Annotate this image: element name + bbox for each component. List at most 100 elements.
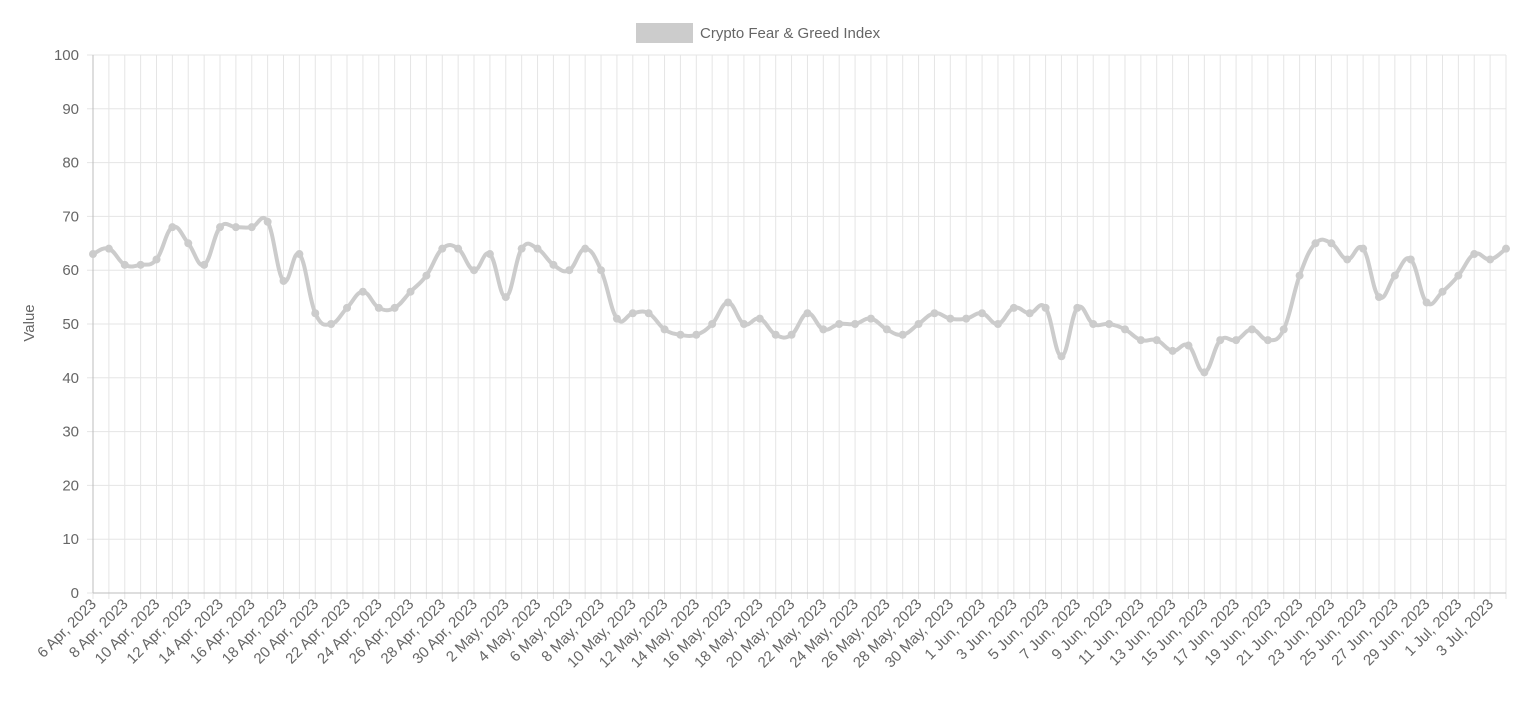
data-point[interactable]: [565, 266, 574, 275]
data-point[interactable]: [930, 309, 939, 318]
data-point[interactable]: [1406, 255, 1415, 264]
data-point[interactable]: [120, 260, 129, 269]
data-point[interactable]: [1136, 336, 1145, 345]
data-point[interactable]: [787, 330, 796, 339]
y-axis-label: Value: [21, 304, 38, 341]
data-point[interactable]: [168, 223, 177, 232]
data-point[interactable]: [1200, 368, 1209, 377]
data-point[interactable]: [1374, 293, 1383, 302]
data-point[interactable]: [374, 303, 383, 312]
data-point[interactable]: [724, 298, 733, 307]
data-point[interactable]: [1422, 298, 1431, 307]
data-point[interactable]: [1216, 336, 1225, 345]
data-point[interactable]: [533, 244, 542, 253]
data-point[interactable]: [1311, 239, 1320, 248]
data-point[interactable]: [676, 330, 685, 339]
data-point[interactable]: [1105, 320, 1114, 328]
data-point[interactable]: [1470, 250, 1479, 259]
data-point[interactable]: [1025, 309, 1034, 318]
data-point[interactable]: [1089, 320, 1098, 328]
data-point[interactable]: [1168, 346, 1177, 355]
data-point[interactable]: [152, 255, 161, 264]
y-tick-label: 90: [62, 101, 79, 118]
data-point[interactable]: [1184, 341, 1193, 350]
data-point[interactable]: [708, 320, 717, 328]
data-point[interactable]: [612, 314, 621, 323]
data-point[interactable]: [1454, 271, 1463, 280]
data-point[interactable]: [882, 325, 891, 334]
data-point[interactable]: [1502, 244, 1510, 253]
data-point[interactable]: [898, 330, 907, 339]
y-tick-label: 80: [62, 155, 79, 172]
data-point[interactable]: [231, 223, 240, 232]
data-point[interactable]: [1279, 325, 1288, 334]
data-point[interactable]: [597, 266, 606, 275]
data-point[interactable]: [343, 303, 352, 312]
y-tick-label: 50: [62, 316, 79, 333]
data-point[interactable]: [1343, 255, 1352, 264]
data-point[interactable]: [470, 266, 479, 275]
data-point[interactable]: [993, 320, 1002, 328]
data-point[interactable]: [978, 309, 987, 318]
data-point[interactable]: [89, 250, 97, 259]
data-point[interactable]: [216, 223, 225, 232]
data-point[interactable]: [771, 330, 780, 339]
data-point[interactable]: [438, 244, 447, 253]
data-point[interactable]: [279, 276, 288, 285]
data-point[interactable]: [819, 325, 828, 334]
data-point[interactable]: [549, 260, 558, 269]
data-point[interactable]: [866, 314, 875, 323]
data-point[interactable]: [422, 271, 431, 280]
data-point[interactable]: [755, 314, 764, 323]
data-point[interactable]: [1438, 287, 1447, 296]
legend-label: Crypto Fear & Greed Index: [700, 25, 881, 42]
data-point[interactable]: [692, 330, 701, 339]
data-point[interactable]: [390, 303, 399, 312]
data-point[interactable]: [295, 250, 304, 259]
data-point[interactable]: [1295, 271, 1304, 280]
data-point[interactable]: [1232, 336, 1241, 345]
data-point[interactable]: [1009, 303, 1018, 312]
data-point[interactable]: [803, 309, 812, 318]
data-point[interactable]: [1263, 336, 1272, 345]
data-point[interactable]: [835, 320, 844, 328]
y-tick-label: 30: [62, 424, 79, 441]
data-point[interactable]: [1057, 352, 1066, 361]
data-point[interactable]: [946, 314, 955, 323]
data-point[interactable]: [184, 239, 193, 248]
data-point[interactable]: [136, 260, 145, 269]
data-point[interactable]: [1041, 303, 1050, 312]
data-point[interactable]: [851, 320, 860, 328]
data-point[interactable]: [1327, 239, 1336, 248]
data-point[interactable]: [1486, 255, 1495, 264]
data-point[interactable]: [200, 260, 209, 269]
data-point[interactable]: [1359, 244, 1368, 253]
data-point[interactable]: [501, 293, 510, 302]
data-point[interactable]: [1247, 325, 1256, 334]
data-point[interactable]: [660, 325, 669, 334]
data-point[interactable]: [485, 250, 494, 259]
data-point[interactable]: [406, 287, 415, 296]
data-point[interactable]: [358, 287, 367, 296]
data-point[interactable]: [628, 309, 637, 318]
data-point[interactable]: [1073, 303, 1082, 312]
data-point[interactable]: [962, 314, 971, 323]
y-tick-label: 100: [54, 47, 79, 64]
data-point[interactable]: [644, 309, 653, 318]
data-point[interactable]: [1152, 336, 1161, 345]
data-point[interactable]: [1390, 271, 1399, 280]
data-point[interactable]: [247, 223, 256, 232]
data-point[interactable]: [581, 244, 590, 253]
data-point[interactable]: [914, 320, 923, 328]
data-point[interactable]: [454, 244, 463, 253]
legend-swatch: [636, 23, 693, 43]
data-point[interactable]: [1120, 325, 1129, 334]
data-point[interactable]: [263, 217, 272, 226]
data-point[interactable]: [104, 244, 113, 253]
legend[interactable]: Crypto Fear & Greed Index: [636, 23, 881, 43]
data-point[interactable]: [517, 244, 526, 253]
data-point[interactable]: [327, 320, 336, 328]
data-point[interactable]: [311, 309, 320, 318]
data-point[interactable]: [739, 320, 748, 328]
